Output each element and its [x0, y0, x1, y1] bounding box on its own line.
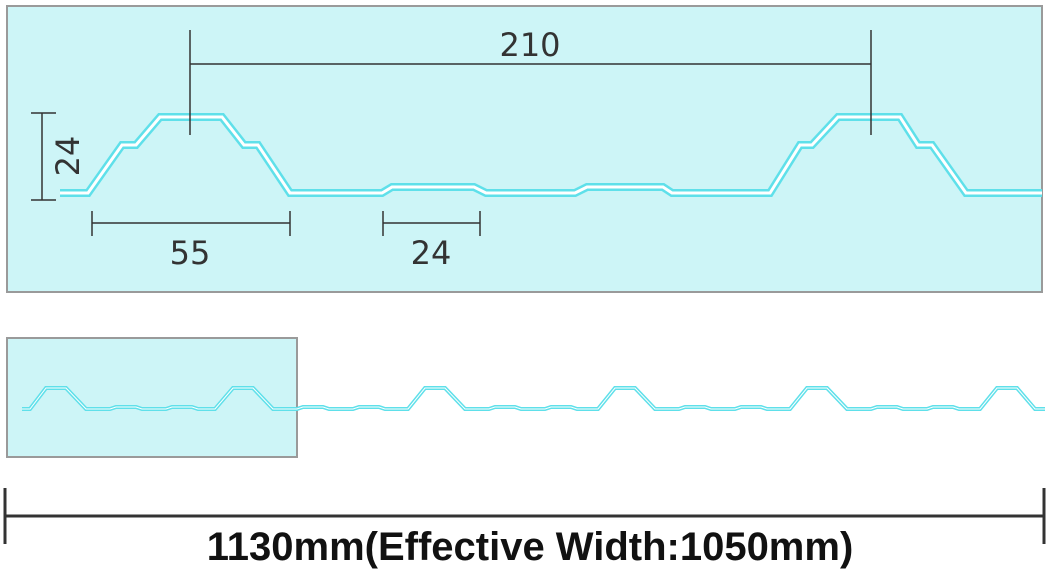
pitch-label: 210	[499, 26, 560, 64]
dimension-minor-rib: 24	[382, 211, 481, 272]
detail-profile-inner	[60, 115, 1042, 195]
dimension-overall-width	[3, 488, 1046, 544]
rib-base-label: 55	[170, 234, 211, 272]
detail-profile	[60, 113, 1042, 197]
overview-profile	[22, 386, 1045, 411]
dimension-pitch: 210	[189, 26, 872, 135]
dimension-height: 24	[31, 112, 87, 201]
overview-profile-inner	[22, 387, 1045, 410]
dimension-rib-base: 55	[91, 211, 291, 272]
minor-rib-label: 24	[411, 234, 452, 272]
overview-highlight-box	[6, 337, 298, 458]
detail-panel	[6, 5, 1043, 293]
height-label: 24	[49, 136, 87, 177]
width-caption: 1130mm(Effective Width:1050mm)	[207, 525, 854, 569]
